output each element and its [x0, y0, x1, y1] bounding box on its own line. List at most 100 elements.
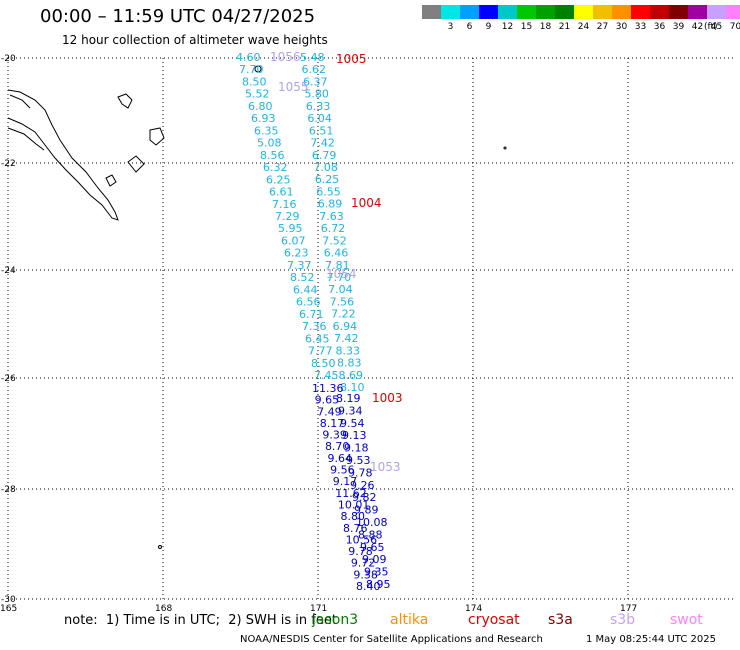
legend-label: 24	[577, 22, 590, 32]
wave-height-label: 9.78	[348, 466, 373, 479]
wave-height-label: 7.49	[317, 405, 342, 418]
loyalty-island-3	[149, 127, 165, 146]
wave-height-label: 5.48	[300, 51, 325, 64]
isle-of-pines	[105, 174, 117, 187]
x-tick-label: 165	[0, 604, 17, 614]
wave-height-label: 7.45	[314, 369, 339, 382]
wave-height-label: 8.95	[366, 578, 391, 591]
wave-height-label: 6.44	[293, 283, 318, 296]
new-caledonia-coast	[7, 89, 119, 221]
wave-height-label: 4.60	[236, 51, 261, 64]
y-tick-label: -28	[1, 485, 16, 495]
wave-height-label: 7.08	[313, 161, 338, 174]
legend-unit: (ft)	[704, 22, 718, 32]
coast-west-fragment	[7, 127, 45, 151]
legend-item: 12	[498, 5, 517, 32]
legend-label: 70	[729, 22, 740, 32]
wave-height-label: 7.16	[272, 198, 297, 211]
wave-height-label: 8.52	[290, 271, 315, 284]
pass-id-label: 1055	[278, 80, 309, 94]
legend-label: 27	[596, 22, 609, 32]
wave-height-label: 9.13	[342, 429, 367, 442]
satellite-name: jason3	[312, 612, 359, 628]
loyalty-island-1	[117, 93, 133, 109]
legend-item: 18	[536, 5, 555, 32]
legend-swatch	[536, 5, 555, 19]
wave-height-label: 6.45	[305, 332, 330, 345]
wave-height-label: 6.35	[254, 124, 279, 137]
wave-height-label: 8.17	[320, 417, 345, 430]
wave-height-label: 7.81	[325, 259, 350, 272]
pass-ids: 1005 1056 1055 1004 1054 1003 1053	[270, 50, 403, 474]
legend-swatch	[593, 5, 612, 19]
wave-height-label: 6.71	[299, 308, 324, 321]
pass-id-label: 1005	[336, 52, 367, 66]
wave-height-label: 9.72	[351, 557, 376, 570]
pass-id-label: 1003	[372, 391, 403, 405]
legend-swatch	[650, 5, 669, 19]
wave-height-label: 8.33	[336, 344, 361, 357]
legend-swatch	[688, 5, 707, 19]
wave-height-label: 6.80	[248, 100, 273, 113]
legend-label: 6	[466, 22, 473, 32]
wave-height-label: 7.42	[334, 332, 359, 345]
legend-label: 21	[558, 22, 571, 32]
legend-label: 3	[447, 22, 454, 32]
wave-height-label: 7.70	[239, 63, 264, 76]
wave-height-label: 8.10	[340, 381, 365, 394]
legend-label: 30	[615, 22, 628, 32]
wave-height-label: 8.69	[339, 369, 364, 382]
wave-height-label: 8.50	[311, 357, 336, 370]
legend-item: 33	[631, 5, 650, 32]
legend-label: 18	[539, 22, 552, 32]
wave-height-label: 7.56	[330, 295, 355, 308]
walpole-island	[254, 65, 262, 73]
wave-height-label: 10.56	[346, 533, 378, 546]
legend-label: 15	[520, 22, 533, 32]
wave-height-label: 9.65	[360, 541, 385, 554]
wave-height-label: 11.36	[312, 382, 344, 395]
credit-line: NOAA/NESDIS Center for Satellite Applica…	[240, 634, 543, 645]
legend-swatch	[555, 5, 574, 19]
wave-height-label: 8.19	[336, 392, 361, 405]
wave-height-label: 9.78	[348, 545, 373, 558]
wave-height-label: 9.64	[328, 452, 353, 465]
legend-swatch	[498, 5, 517, 19]
wave-height-label: 6.51	[309, 124, 334, 137]
satellite-name: altika	[390, 612, 429, 628]
wave-height-label: 7.63	[319, 210, 344, 223]
wave-height-label: 6.04	[307, 112, 332, 125]
wave-height-label: 9.18	[344, 442, 369, 455]
pass-id-label: 1054	[326, 267, 357, 281]
wave-height-label: 6.61	[269, 186, 294, 199]
wave-height-label: 6.37	[303, 75, 328, 88]
wave-height-label: 6.33	[306, 100, 331, 113]
legend-swatch	[517, 5, 536, 19]
legend-item: 45	[707, 5, 726, 32]
color-legend: 3 6 9 12 15 18 21 24 27 30 33 36 39 42 45 70	[422, 5, 740, 32]
satellite-name: cryosat	[468, 612, 520, 628]
legend-swatch	[479, 5, 498, 19]
x-tick-label: 171	[310, 604, 327, 614]
loyalty-island-2	[127, 155, 145, 173]
legend-label: 12	[501, 22, 514, 32]
satellite-name: s3b	[610, 612, 636, 628]
legend-swatch	[612, 5, 631, 19]
x-tick-label: 177	[620, 604, 637, 614]
wave-height-label: 9.34	[338, 404, 363, 417]
wave-height-label: 9.56	[330, 464, 355, 477]
wave-height-label: 5.52	[245, 88, 270, 101]
wave-height-label: 7.70	[327, 271, 352, 284]
satellite-name: swot	[670, 612, 703, 628]
wave-height-label: 6.23	[284, 247, 309, 260]
legend-swatch	[574, 5, 593, 19]
wave-height-label: 7.77	[308, 345, 333, 358]
legend-swatch	[631, 5, 650, 19]
legend-swatch	[669, 5, 688, 19]
wave-height-label: 9.09	[362, 553, 387, 566]
wave-height-label: 10.08	[356, 516, 388, 529]
timestamp: 1 May 08:25:44 UTC 2025	[586, 634, 716, 645]
wave-height-label: 9.53	[346, 454, 371, 467]
coastline	[7, 65, 507, 549]
